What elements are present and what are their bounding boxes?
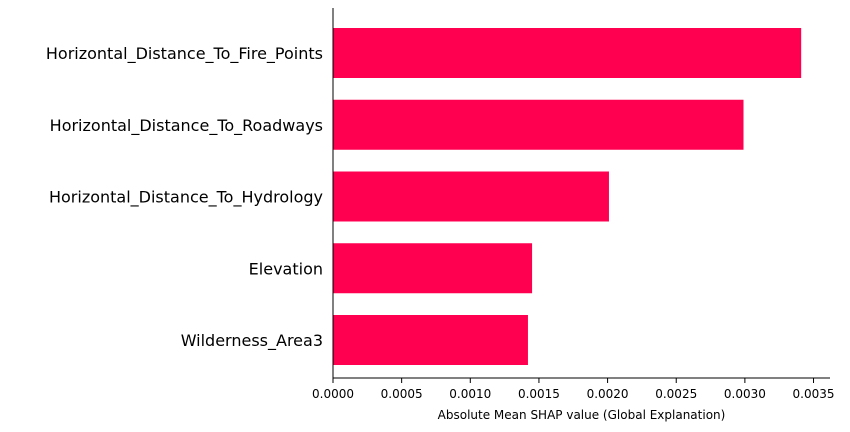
x-tick-label-3: 0.0015 [518, 387, 560, 401]
x-tick-label-0: 0.0000 [312, 387, 354, 401]
x-tick-label-4: 0.0020 [587, 387, 629, 401]
category-labels-group: Horizontal_Distance_To_Fire_Points Horizo… [46, 44, 323, 351]
category-label-0: Horizontal_Distance_To_Fire_Points [46, 44, 323, 64]
x-ticks-group: 0.0000 0.0005 0.0010 0.0015 0.0020 0.0025 0.00… [312, 378, 835, 401]
x-tick-label-2: 0.0010 [449, 387, 491, 401]
bar-3 [333, 243, 533, 294]
category-label-1: Horizontal_Distance_To_Roadways [50, 116, 323, 136]
x-tick-label-7: 0.0035 [793, 387, 835, 401]
x-axis-label: Absolute Mean SHAP value (Global Explana… [438, 408, 726, 422]
category-label-2: Horizontal_Distance_To_Hydrology [49, 188, 323, 208]
bar-1 [333, 99, 744, 150]
x-tick-label-6: 0.0030 [724, 387, 766, 401]
bar-0 [333, 28, 802, 78]
category-label-4: Wilderness_Area3 [181, 331, 323, 351]
category-label-3: Elevation [249, 259, 323, 278]
x-tick-label-1: 0.0005 [381, 387, 423, 401]
bar-4 [333, 315, 528, 365]
bars-group [333, 28, 802, 365]
bar-2 [333, 171, 609, 222]
x-tick-label-5: 0.0025 [655, 387, 697, 401]
